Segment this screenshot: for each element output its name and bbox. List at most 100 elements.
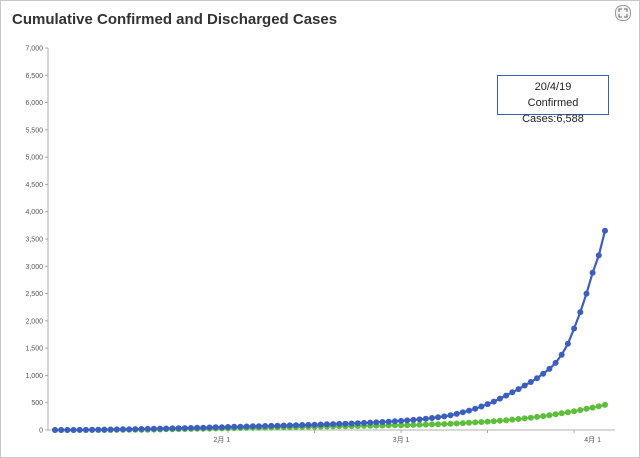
discharged-point[interactable] <box>422 421 429 428</box>
confirmed-point[interactable] <box>571 325 578 332</box>
confirmed-point[interactable] <box>503 392 510 399</box>
confirmed-point[interactable] <box>527 379 534 385</box>
confirmed-point[interactable] <box>317 421 324 428</box>
confirmed-point[interactable] <box>249 423 256 430</box>
confirmed-point[interactable] <box>330 421 337 428</box>
discharged-point[interactable] <box>564 409 571 416</box>
confirmed-point[interactable] <box>367 419 374 426</box>
confirmed-point[interactable] <box>422 415 429 422</box>
confirmed-point[interactable] <box>509 389 516 396</box>
confirmed-point[interactable] <box>515 386 522 393</box>
confirmed-point[interactable] <box>354 420 361 427</box>
confirmed-point[interactable] <box>385 418 392 425</box>
confirmed-point[interactable] <box>336 420 343 427</box>
confirmed-point[interactable] <box>435 414 442 421</box>
confirmed-point[interactable] <box>274 422 281 429</box>
confirmed-point[interactable] <box>144 425 151 432</box>
discharged-point[interactable] <box>447 420 454 427</box>
confirmed-point[interactable] <box>243 423 250 430</box>
confirmed-point[interactable] <box>552 359 559 366</box>
confirmed-point[interactable] <box>218 424 225 431</box>
discharged-point[interactable] <box>558 410 565 417</box>
discharged-point[interactable] <box>435 421 442 428</box>
confirmed-point[interactable] <box>225 424 231 430</box>
confirmed-point[interactable] <box>138 426 145 432</box>
confirmed-point[interactable] <box>181 425 188 432</box>
confirmed-point[interactable] <box>311 421 318 428</box>
confirmed-point[interactable] <box>540 370 547 377</box>
discharged-point[interactable] <box>398 422 405 429</box>
confirmed-point[interactable] <box>107 426 114 433</box>
discharged-point[interactable] <box>484 418 491 425</box>
discharged-point[interactable] <box>527 414 534 421</box>
confirmed-point[interactable] <box>150 425 157 432</box>
confirmed-point[interactable] <box>466 407 472 414</box>
confirmed-point[interactable] <box>237 423 244 430</box>
confirmed-point[interactable] <box>342 420 349 427</box>
confirmed-point[interactable] <box>268 422 275 429</box>
confirmed-point[interactable] <box>262 423 269 429</box>
discharged-point[interactable] <box>577 407 584 413</box>
discharged-point[interactable] <box>410 421 417 428</box>
confirmed-point[interactable] <box>484 401 491 408</box>
confirmed-point[interactable] <box>472 405 479 412</box>
confirmed-point[interactable] <box>478 403 485 410</box>
discharged-point[interactable] <box>534 413 540 420</box>
confirmed-point[interactable] <box>558 351 565 358</box>
confirmed-point[interactable] <box>577 309 584 316</box>
confirmed-point[interactable] <box>299 422 306 428</box>
discharged-point[interactable] <box>478 419 485 425</box>
discharged-point[interactable] <box>466 419 472 426</box>
discharged-point[interactable] <box>583 405 590 412</box>
confirmed-point[interactable] <box>95 426 102 433</box>
discharged-point[interactable] <box>472 419 479 426</box>
confirmed-point[interactable] <box>447 412 454 419</box>
discharged-point[interactable] <box>589 404 596 411</box>
confirmed-point[interactable] <box>521 382 528 389</box>
confirmed-point[interactable] <box>602 227 608 234</box>
confirmed-point[interactable] <box>564 340 571 347</box>
confirmed-point[interactable] <box>459 409 466 416</box>
confirmed-point[interactable] <box>280 422 287 429</box>
confirmed-point[interactable] <box>348 420 355 427</box>
discharged-point[interactable] <box>416 421 423 428</box>
confirmed-point[interactable] <box>101 426 108 433</box>
discharged-point[interactable] <box>453 420 460 427</box>
discharged-point[interactable] <box>490 418 497 425</box>
confirmed-point[interactable] <box>70 427 77 433</box>
confirmed-point[interactable] <box>589 269 596 276</box>
confirmed-point[interactable] <box>490 398 497 405</box>
confirmed-point[interactable] <box>120 426 126 433</box>
confirmed-point[interactable] <box>255 423 262 430</box>
confirmed-point[interactable] <box>404 417 411 424</box>
confirmed-point[interactable] <box>441 413 448 420</box>
confirmed-point[interactable] <box>410 416 417 423</box>
confirmed-point[interactable] <box>453 410 460 417</box>
confirmed-point[interactable] <box>82 426 89 433</box>
discharged-point[interactable] <box>441 421 448 427</box>
confirmed-point[interactable] <box>323 421 330 428</box>
confirmed-point[interactable] <box>416 416 423 423</box>
discharged-point[interactable] <box>496 417 503 424</box>
discharged-point[interactable] <box>602 401 608 408</box>
confirmed-point[interactable] <box>157 425 164 432</box>
discharged-point[interactable] <box>540 413 547 420</box>
confirmed-point[interactable] <box>534 375 540 382</box>
confirmed-point[interactable] <box>194 424 201 431</box>
discharged-point[interactable] <box>459 420 466 427</box>
confirmed-point[interactable] <box>175 425 182 432</box>
confirmed-point[interactable] <box>113 426 120 433</box>
confirmed-point[interactable] <box>293 422 299 429</box>
discharged-point[interactable] <box>546 412 553 419</box>
confirmed-point[interactable] <box>188 425 194 431</box>
discharged-point[interactable] <box>509 416 516 423</box>
discharged-point[interactable] <box>595 403 602 410</box>
discharged-point[interactable] <box>404 422 411 429</box>
confirmed-point[interactable] <box>361 419 367 426</box>
confirmed-point[interactable] <box>429 415 435 421</box>
confirmed-point[interactable] <box>126 426 133 433</box>
confirmed-point[interactable] <box>52 427 58 433</box>
confirmed-point[interactable] <box>391 418 398 425</box>
confirmed-point[interactable] <box>286 422 293 429</box>
confirmed-point[interactable] <box>200 424 207 431</box>
